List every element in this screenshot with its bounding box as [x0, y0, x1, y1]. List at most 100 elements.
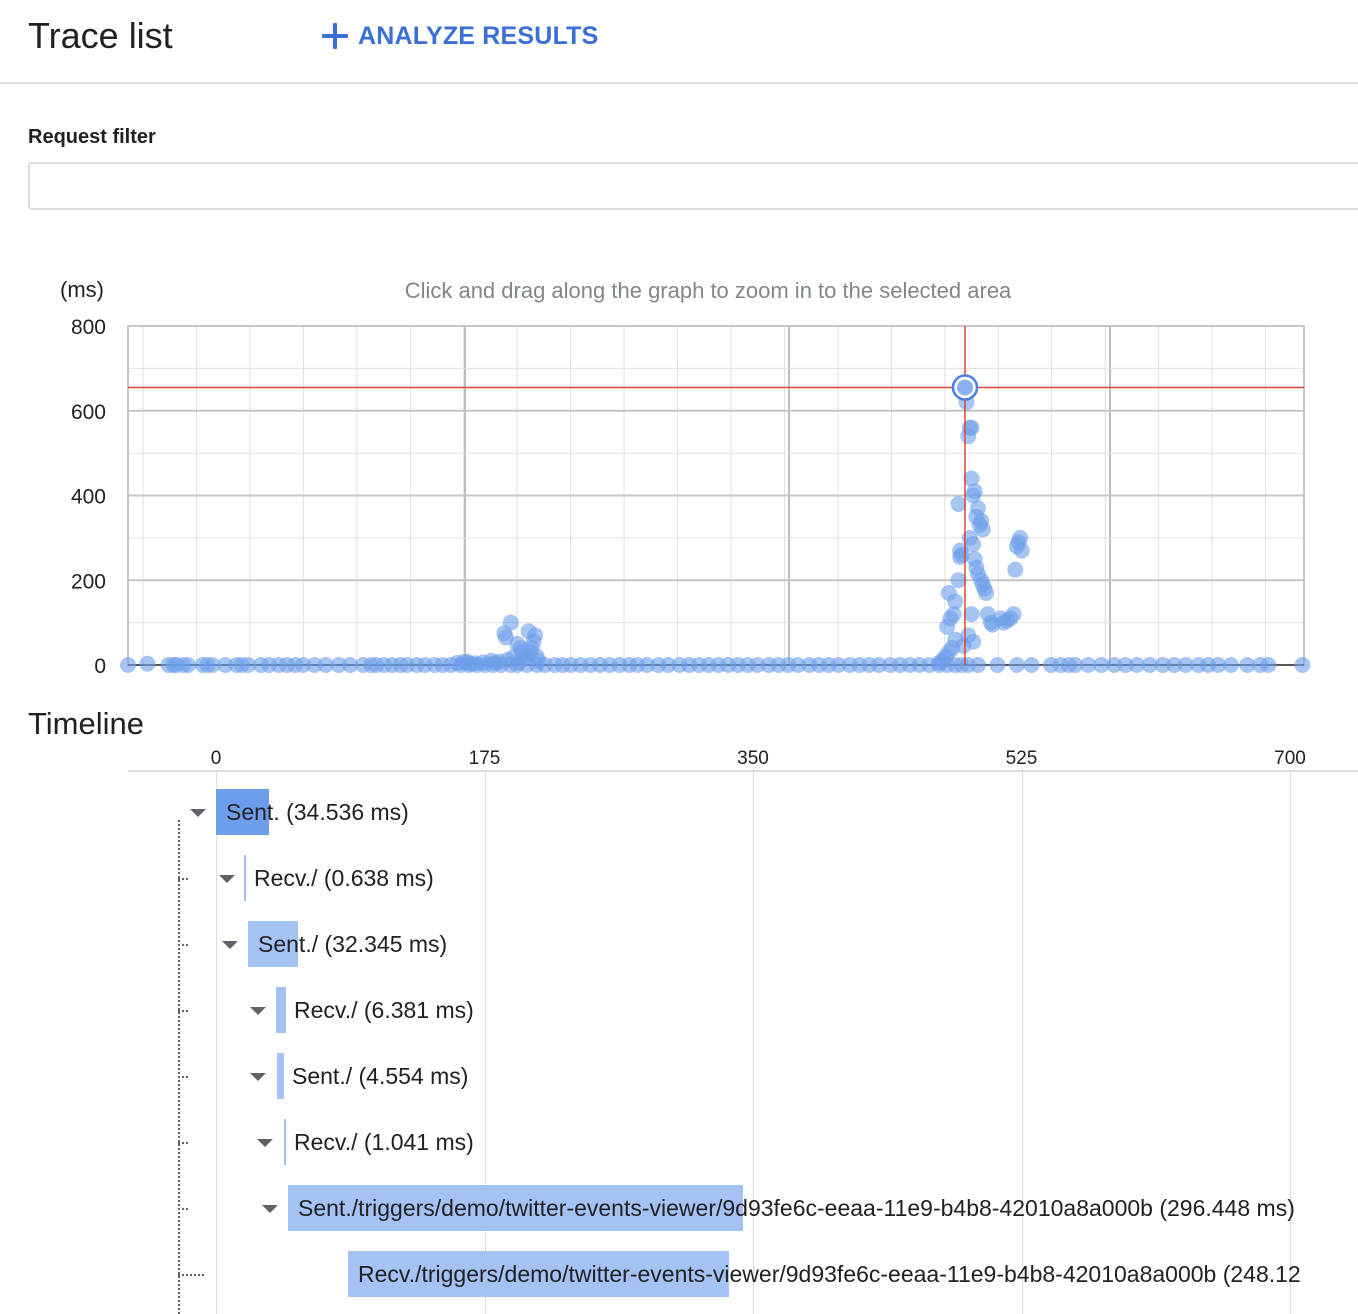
y-tick-label: 600 — [71, 401, 106, 424]
span-duration: (4.554 ms) — [352, 1063, 469, 1089]
timeline-grid-line — [216, 771, 217, 1314]
span-name: Recv./triggers/demo/twitter-events-viewe… — [358, 1261, 1217, 1287]
span-name: Recv./ — [254, 865, 318, 891]
data-point — [1067, 657, 1084, 673]
y-tick-label: 800 — [71, 316, 106, 339]
data-point — [1013, 542, 1030, 559]
span-bar[interactable] — [288, 1185, 743, 1231]
data-point — [969, 500, 986, 517]
timeline-span-row[interactable]: Sent./triggers/demo/twitter-events-viewe… — [0, 1185, 1358, 1233]
timeline-tick-label: 700 — [1274, 748, 1306, 769]
tree-connector-stub — [178, 1274, 204, 1276]
data-point — [963, 606, 980, 623]
collapse-toggle-icon[interactable] — [250, 1007, 266, 1015]
data-point — [965, 536, 982, 553]
y-tick-label: 400 — [71, 486, 106, 509]
request-filter-label: Request filter — [28, 126, 156, 148]
span-label: Recv./ (6.381 ms) — [294, 987, 474, 1033]
y-tick-label: 0 — [94, 655, 106, 678]
collapse-toggle-icon[interactable] — [190, 809, 206, 817]
collapse-toggle-icon[interactable] — [219, 875, 235, 883]
data-point — [1223, 657, 1240, 673]
timeline-title: Timeline — [28, 706, 144, 741]
collapse-toggle-icon[interactable] — [250, 1073, 266, 1081]
selected-point — [956, 379, 973, 396]
data-point — [639, 657, 656, 673]
collapse-toggle-icon[interactable] — [262, 1205, 278, 1213]
span-bar[interactable] — [248, 921, 298, 967]
data-point — [462, 655, 479, 672]
span-name: Sent. — [226, 799, 280, 825]
page-title: Trace list — [28, 15, 173, 56]
data-point — [497, 629, 514, 646]
timeline-span-row[interactable]: Sent. (34.536 ms) — [0, 789, 1358, 837]
timeline-axis: 0 175 350 525 700 — [128, 748, 1358, 772]
span-name: Recv./ — [294, 1129, 358, 1155]
data-point — [955, 637, 972, 654]
y-tick-label: 200 — [71, 570, 106, 593]
data-point — [1128, 657, 1145, 673]
data-point — [306, 657, 323, 673]
data-point — [1023, 657, 1040, 673]
timeline-span-row[interactable]: Sent./ (32.345 ms) — [0, 921, 1358, 969]
span-bar[interactable] — [277, 1053, 284, 1099]
timeline-tick-label: 175 — [469, 748, 501, 769]
data-point — [966, 483, 983, 500]
data-point — [530, 652, 547, 669]
span-name: Sent./ — [292, 1063, 353, 1089]
data-point — [969, 657, 986, 673]
span-name: Sent./ — [258, 931, 319, 957]
data-point — [180, 657, 197, 673]
data-point — [950, 572, 967, 589]
latency-scatter-chart[interactable]: 0 200 400 600 800 (ms) Click and drag along th… — [0, 270, 1358, 690]
data-point — [952, 548, 969, 565]
timeline-span-row[interactable]: Sent./ (4.554 ms) — [0, 1053, 1358, 1101]
tree-connector-stub — [178, 878, 188, 880]
data-point — [947, 593, 964, 610]
data-point — [660, 657, 677, 673]
chart-hint: Click and drag along the graph to zoom i… — [405, 278, 1012, 303]
data-point — [1177, 657, 1194, 673]
analyze-results-label: ANALYZE RESULTS — [358, 21, 599, 50]
data-point — [1154, 657, 1171, 673]
data-point — [1166, 657, 1183, 673]
collapse-toggle-icon[interactable] — [257, 1139, 273, 1147]
span-bar[interactable] — [276, 987, 286, 1033]
data-point — [1012, 529, 1029, 546]
data-point — [950, 495, 967, 512]
span-duration: (0.638 ms) — [317, 865, 434, 891]
span-duration: (6.381 ms) — [357, 997, 474, 1023]
timeline-span-row[interactable]: Recv./ (0.638 ms) — [0, 855, 1358, 903]
span-bar[interactable] — [284, 1119, 286, 1165]
data-point — [871, 657, 888, 673]
data-point — [1007, 561, 1024, 578]
span-duration: (296.448 ms) — [1152, 1195, 1295, 1221]
data-point — [514, 644, 531, 661]
span-duration: (32.345 ms) — [318, 931, 448, 957]
span-label: Recv./ (1.041 ms) — [294, 1119, 474, 1165]
timeline-span-row[interactable]: Recv./triggers/demo/twitter-events-viewe… — [0, 1251, 1358, 1299]
data-point — [989, 657, 1006, 673]
data-point — [1239, 657, 1256, 673]
span-duration: (248.12 — [1216, 1261, 1301, 1287]
request-filter-input[interactable] — [28, 162, 1358, 210]
span-bar[interactable] — [348, 1251, 729, 1297]
tree-connector-stub — [178, 1142, 188, 1144]
span-duration: (34.536 ms) — [279, 799, 409, 825]
y-axis-label: (ms) — [60, 277, 104, 302]
collapse-toggle-icon[interactable] — [222, 941, 238, 949]
timeline-span-row[interactable]: Recv./ (6.381 ms) — [0, 987, 1358, 1035]
data-point — [240, 657, 257, 673]
data-point — [1106, 657, 1123, 673]
analyze-results-button[interactable]: ANALYZE RESULTS — [322, 14, 599, 58]
data-point — [342, 657, 359, 673]
data-point — [1260, 657, 1277, 673]
span-name: Recv./ — [294, 997, 358, 1023]
timeline-span-row[interactable]: Recv./ (1.041 ms) — [0, 1119, 1358, 1167]
data-point — [204, 657, 221, 673]
span-bar[interactable] — [244, 855, 246, 901]
span-bar[interactable] — [216, 789, 269, 835]
data-point — [139, 655, 156, 672]
timeline-tick-label: 350 — [737, 748, 769, 769]
